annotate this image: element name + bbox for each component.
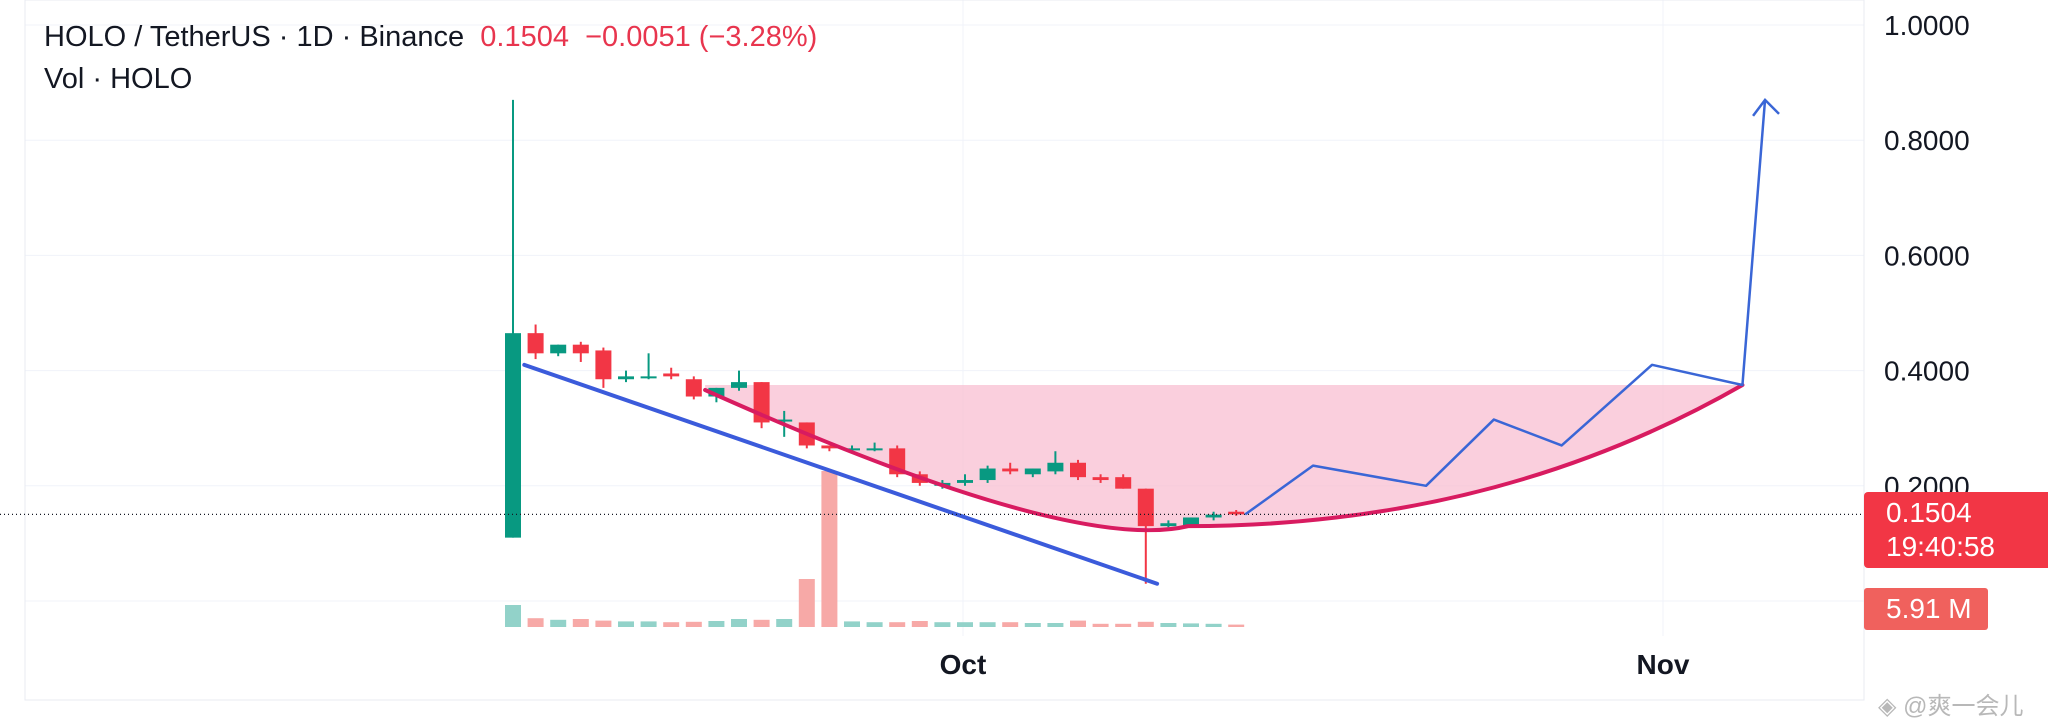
volume-bar [572,619,589,627]
arrow-head-icon [1752,97,1780,117]
candle-body [821,445,838,449]
volume-bar [776,619,793,627]
volume-bar [889,622,906,627]
candle-body [731,382,747,388]
candle-body [1002,468,1019,472]
last-price: 0.1504 [480,21,569,53]
volume-bar [595,620,612,627]
volume-legend[interactable]: Vol · HOLO [44,63,193,95]
y-tick-label: 0.4000 [1884,356,1970,387]
volume-bar [1160,623,1177,627]
symbol-title[interactable]: HOLO / TetherUS · 1D · Binance [44,21,465,53]
volume-bar [957,622,973,627]
cup-fill [705,385,1743,531]
candle-body [776,419,793,422]
bar-countdown: 19:40:58 [1886,531,1995,562]
candle-body [505,333,521,538]
candle-body [866,448,883,451]
plot-border [24,0,1865,701]
descending-trendline [522,362,1160,586]
candle-body [1092,477,1109,481]
candle-body [572,344,589,354]
candle-body [844,448,860,451]
candle-body [1228,511,1245,515]
projection-path [1244,99,1767,516]
volume-bar [527,618,544,627]
candlestick-series [505,99,1245,584]
chart-drawings [0,97,1864,586]
volume-bar [685,621,702,627]
volume-bar [979,622,996,627]
x-tick-label: Nov [1637,649,1690,680]
current-price-value: 0.1504 [1886,497,1972,528]
candle-body [1047,462,1064,472]
cup-curve [703,383,1745,533]
volume-bar [1228,624,1245,627]
volume-bar [708,621,725,627]
volume-bar [753,619,770,627]
candle-body [663,373,680,377]
candle-body [640,376,657,379]
symbol-row: HOLO / TetherUS · 1D · Binance 0.1504 −0… [44,16,817,58]
current-price-tag: 0.1504 19:40:58 [1864,492,2048,568]
volume-bars [505,471,1245,627]
grid-lines [24,0,1865,701]
volume-bar [505,605,521,627]
candle-body [1070,462,1086,478]
volume-bar [618,621,634,627]
candle-body [618,376,634,380]
volume-bar [1002,622,1019,627]
volume-bar [911,621,928,627]
volume-bar [1092,623,1109,627]
watermark-icon: ◈ @ [1878,693,1928,720]
y-tick-label: 1.0000 [1884,10,1970,41]
volume-bar [798,579,815,627]
candle-body [595,350,612,380]
x-tick-label: Oct [940,649,987,680]
y-tick-label: 0.8000 [1884,125,1970,156]
watermark-text: 爽一会儿 [1927,693,2024,720]
volume-bar [1070,620,1086,627]
candle-body [685,379,702,397]
cup-pattern-area [705,385,1743,531]
volume-bar [550,619,567,627]
volume-bar [640,621,657,627]
candle-body [1024,468,1041,475]
volume-bar [866,622,883,627]
chart-legend: HOLO / TetherUS · 1D · Binance 0.1504 −0… [44,16,817,100]
volume-bar [1024,623,1041,627]
candle-body [1205,514,1222,518]
candle-body [957,480,973,483]
volume-bar [1047,623,1064,627]
candle-body [979,468,996,481]
volume-bar [731,619,747,627]
candle-body [550,344,567,354]
volume-bar [1183,623,1199,627]
candle-body [1137,488,1154,527]
candle-body [527,333,544,354]
price-change-percent: (−3.28%) [698,21,818,53]
volume-bar [821,471,838,627]
volume-bar [934,622,951,627]
price-change: −0.0051 [585,21,691,53]
watermark: ◈ @爽一会儿 [1878,686,2024,721]
volume-bar [1115,623,1132,627]
volume-bar [1137,621,1154,627]
candle-body [1183,517,1199,527]
volume-bar [1205,623,1222,627]
volume-bar [663,622,680,627]
candle-body [708,387,725,397]
y-tick-label: 0.6000 [1884,240,1970,271]
volume-bar [844,621,860,627]
candle-body [1160,523,1177,527]
candle-body [1115,477,1132,489]
volume-value-tag: 5.91 M [1864,588,1988,630]
